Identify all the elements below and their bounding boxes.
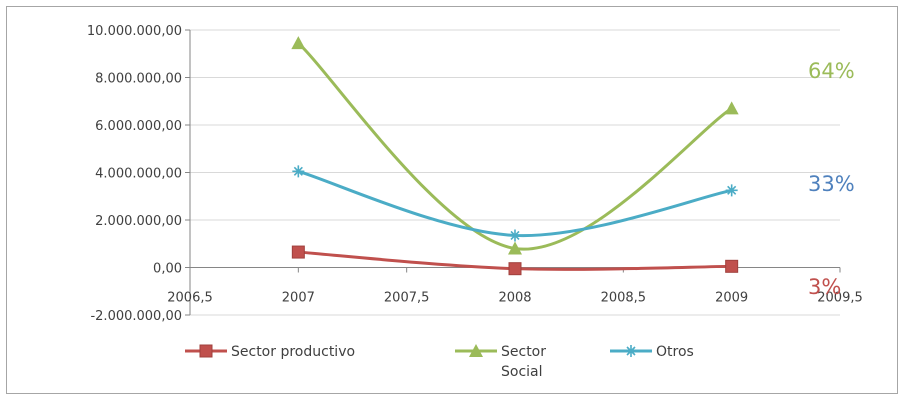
y-tick-label: -2.000.000,00: [90, 309, 182, 324]
legend-label: Sector productivo: [231, 344, 355, 360]
x-tick-label: 2006,5: [167, 291, 213, 306]
data-point-sector-productivo: [725, 259, 739, 273]
legend-marker: [469, 344, 483, 357]
x-tick-labels: 2006,5 2007 2007,5 2008 2008,5 2009 2009,5: [167, 291, 863, 306]
annotations: 64% 33% 3%: [808, 59, 855, 299]
x-tick-label: 2009,5: [817, 291, 863, 306]
data-point-sector-social: [508, 241, 522, 255]
legend: Sector productivo Sector Social Otros: [185, 344, 694, 380]
data-point-otros: [292, 165, 305, 178]
x-tick-label: 2007: [282, 291, 315, 306]
percentage-annotation: 64%: [808, 59, 855, 83]
data-point-sector-social: [291, 36, 306, 50]
x-tick-label: 2009: [715, 291, 748, 306]
series-markers: [291, 36, 739, 276]
percentage-annotation: 33%: [808, 172, 855, 196]
x-tick-label: 2007,5: [384, 291, 430, 306]
legend-label-line2: Social: [501, 364, 543, 380]
legend-marker: [625, 345, 637, 357]
chart-frame: [6, 6, 898, 394]
data-point-otros: [509, 229, 521, 242]
y-tick-label: 10.000.000,00: [87, 24, 182, 39]
x-tick-label: 2008,5: [601, 291, 647, 306]
y-tick-label: 4.000.000,00: [95, 167, 182, 182]
y-tick-labels: -2.000.000,00 0,00 2.000.000,00 4.000.000,0…: [87, 24, 182, 324]
data-point-sector-productivo: [508, 262, 522, 276]
y-tick-label: 0,00: [153, 262, 182, 277]
data-point-otros: [725, 184, 738, 197]
percentage-annotation: 3%: [808, 275, 841, 299]
series-line-otros: [297, 169, 732, 238]
legend-label: Sector: [501, 344, 546, 360]
data-point-sector-productivo: [291, 245, 305, 259]
y-tick-label: 8.000.000,00: [95, 72, 182, 87]
series-line-sector-social: [297, 41, 733, 251]
y-tick-label: 6.000.000,00: [95, 119, 182, 134]
y-tick-label: 2.000.000,00: [95, 214, 182, 229]
legend-label: Otros: [656, 344, 694, 360]
legend-marker: [199, 344, 213, 358]
x-tick-label: 2008: [498, 291, 531, 306]
data-point-sector-social: [724, 101, 739, 115]
